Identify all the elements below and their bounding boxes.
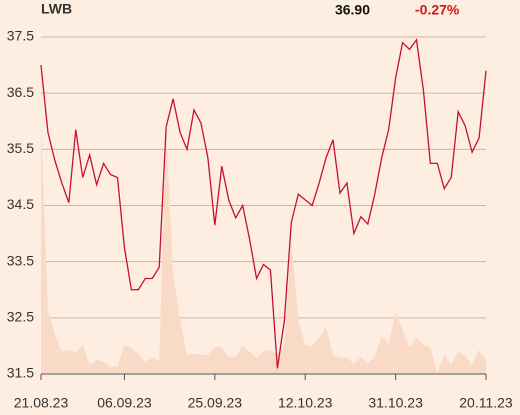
x-tick-label: 06.09.23 [97, 395, 152, 411]
x-tick-label: 20.11.23 [459, 395, 513, 411]
y-tick-label: 37.5 [7, 28, 34, 44]
change: -0.27% [415, 2, 460, 18]
symbol: LWB [41, 1, 72, 17]
y-tick-label: 32.5 [7, 309, 34, 325]
x-tick-label: 31.10.23 [368, 395, 423, 411]
x-tick-label: 21.08.23 [14, 395, 69, 411]
x-tick-label: 12.10.23 [278, 395, 333, 411]
y-tick-label: 31.5 [7, 365, 34, 381]
y-tick-label: 35.5 [7, 140, 34, 156]
line [40, 38, 487, 369]
y-tick-label: 36.5 [7, 84, 34, 100]
y-tick-label: 34.5 [7, 196, 34, 212]
x-tick-label: 25.09.23 [188, 395, 243, 411]
price: 36.90 [335, 2, 370, 18]
y-tick-label: 33.5 [7, 252, 34, 268]
